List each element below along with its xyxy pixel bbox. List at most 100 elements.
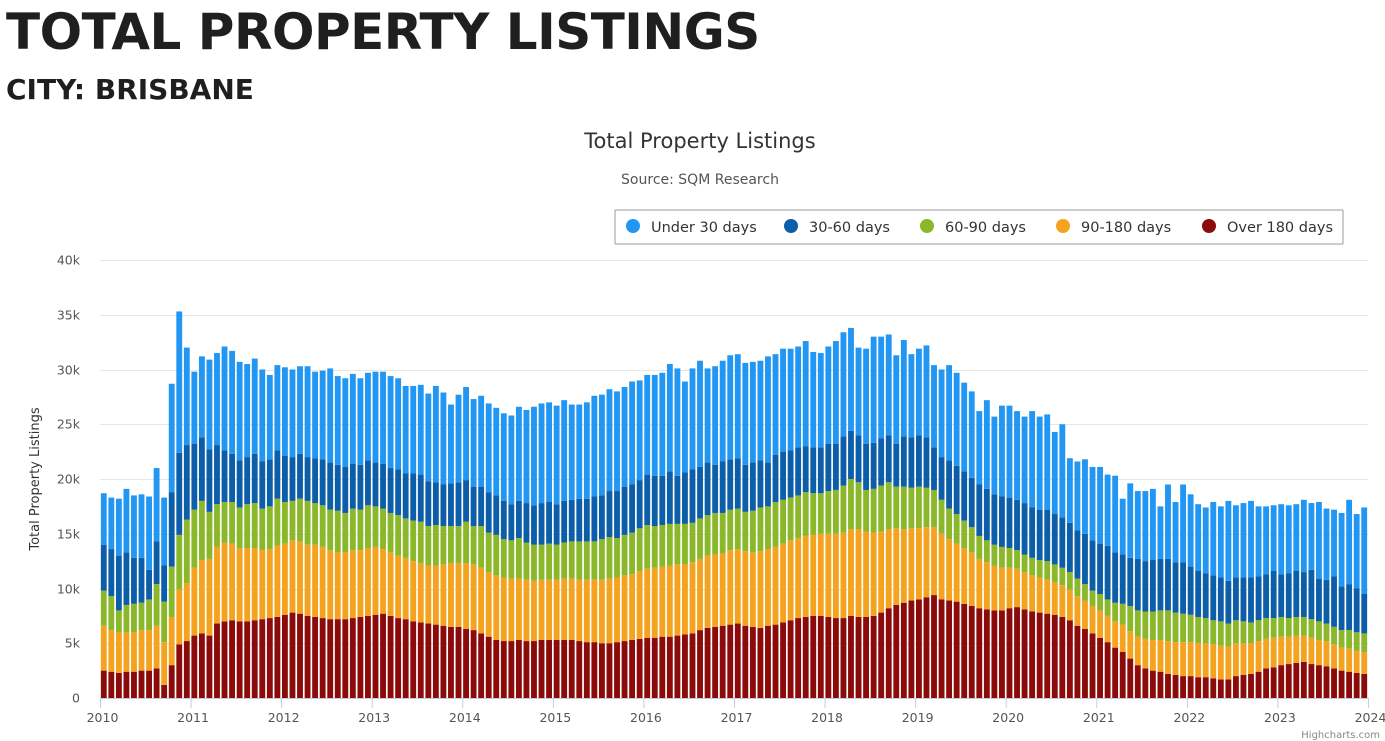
bar-segment[interactable] [1346, 584, 1353, 631]
bar-segment[interactable] [1082, 533, 1088, 585]
bar-segment[interactable] [561, 500, 568, 543]
bar-segment[interactable] [500, 539, 507, 578]
bar-segment[interactable] [848, 529, 854, 616]
bar-segment[interactable] [342, 619, 349, 698]
bar-segment[interactable] [538, 403, 545, 504]
bar-segment[interactable] [878, 438, 885, 486]
bar-segment[interactable] [636, 528, 643, 571]
bar-segment[interactable] [251, 453, 258, 504]
bar-segment[interactable] [463, 563, 469, 630]
bar-segment[interactable] [334, 510, 341, 553]
bar-segment[interactable] [410, 385, 417, 474]
bar-segment[interactable] [825, 346, 832, 444]
bar-segment[interactable] [115, 632, 122, 673]
bar-segment[interactable] [448, 563, 454, 627]
bar-segment[interactable] [795, 538, 802, 619]
bar-segment[interactable] [1082, 459, 1088, 534]
bar-segment[interactable] [780, 348, 786, 452]
bar-segment[interactable] [682, 472, 688, 524]
bar-segment[interactable] [1029, 507, 1036, 558]
bar-segment[interactable] [1361, 652, 1368, 674]
bar-segment[interactable] [1021, 609, 1028, 698]
bar-segment[interactable] [659, 636, 666, 698]
bar-segment[interactable] [349, 618, 356, 698]
bar-segment[interactable] [968, 552, 975, 607]
bar-segment[interactable] [1165, 610, 1171, 642]
bar-segment[interactable] [780, 499, 786, 544]
bar-segment[interactable] [334, 376, 341, 465]
bar-segment[interactable] [1036, 560, 1043, 578]
bar-segment[interactable] [138, 557, 145, 603]
bar-segment[interactable] [953, 543, 960, 602]
bar-segment[interactable] [365, 372, 371, 461]
bar-segment[interactable] [553, 639, 560, 698]
bar-segment[interactable] [387, 615, 394, 699]
bar-segment[interactable] [440, 625, 447, 698]
bar-segment[interactable] [229, 620, 236, 698]
bar-segment[interactable] [1180, 484, 1187, 563]
bar-segment[interactable] [614, 577, 620, 643]
bar-segment[interactable] [1112, 475, 1119, 553]
legend-item-over-180[interactable]: Over 180 days [1202, 219, 1333, 236]
bar-segment[interactable] [651, 637, 658, 698]
bar-segment[interactable] [976, 558, 983, 609]
bar-segment[interactable] [787, 348, 794, 451]
bar-segment[interactable] [636, 480, 643, 529]
bar-segment[interactable] [1285, 636, 1292, 665]
bar-segment[interactable] [297, 613, 303, 698]
bar-segment[interactable] [1270, 667, 1277, 698]
bar-segment[interactable] [1232, 643, 1239, 677]
bar-segment[interactable] [259, 461, 266, 509]
bar-segment[interactable] [1044, 509, 1051, 562]
bar-segment[interactable] [380, 549, 386, 614]
bar-segment[interactable] [312, 371, 319, 459]
bar-segment[interactable] [515, 500, 522, 539]
bar-segment[interactable] [1308, 503, 1315, 570]
bar-segment[interactable] [863, 443, 870, 490]
bar-segment[interactable] [968, 391, 975, 478]
bar-segment[interactable] [983, 540, 990, 563]
bar-segment[interactable] [327, 462, 334, 510]
bar-segment[interactable] [327, 368, 334, 463]
bar-segment[interactable] [153, 625, 160, 669]
bar-segment[interactable] [425, 565, 432, 624]
bar-segment[interactable] [334, 619, 341, 698]
bar-segment[interactable] [1278, 504, 1285, 575]
bar-segment[interactable] [908, 600, 915, 698]
bar-segment[interactable] [749, 361, 756, 463]
bar-segment[interactable] [591, 496, 598, 542]
bar-segment[interactable] [1014, 411, 1020, 500]
bar-segment[interactable] [478, 395, 485, 487]
bar-segment[interactable] [598, 495, 605, 540]
bar-segment[interactable] [1202, 677, 1209, 698]
bar-segment[interactable] [749, 626, 756, 698]
bar-segment[interactable] [123, 604, 130, 633]
bar-segment[interactable] [1029, 557, 1036, 576]
bar-segment[interactable] [357, 378, 364, 465]
bar-segment[interactable] [402, 473, 409, 519]
bar-segment[interactable] [1225, 679, 1232, 698]
bar-segment[interactable] [357, 464, 364, 510]
bar-segment[interactable] [1316, 502, 1322, 579]
bar-segment[interactable] [682, 381, 688, 473]
bar-segment[interactable] [1232, 620, 1239, 644]
bar-segment[interactable] [546, 502, 553, 544]
bar-segment[interactable] [1180, 642, 1187, 677]
bar-segment[interactable] [183, 519, 190, 584]
bar-segment[interactable] [304, 366, 311, 458]
bar-segment[interactable] [357, 616, 364, 698]
bar-segment[interactable] [719, 625, 726, 698]
bar-segment[interactable] [1066, 572, 1073, 590]
bar-segment[interactable] [198, 633, 205, 698]
bar-segment[interactable] [161, 497, 168, 566]
bar-segment[interactable] [795, 618, 802, 698]
bar-segment[interactable] [682, 523, 688, 565]
bar-segment[interactable] [1172, 502, 1179, 563]
bar-segment[interactable] [765, 462, 771, 507]
bar-segment[interactable] [591, 541, 598, 580]
bar-segment[interactable] [349, 550, 356, 619]
bar-segment[interactable] [991, 544, 998, 566]
bar-segment[interactable] [697, 360, 703, 467]
bar-segment[interactable] [1104, 642, 1111, 698]
bar-segment[interactable] [251, 358, 258, 454]
